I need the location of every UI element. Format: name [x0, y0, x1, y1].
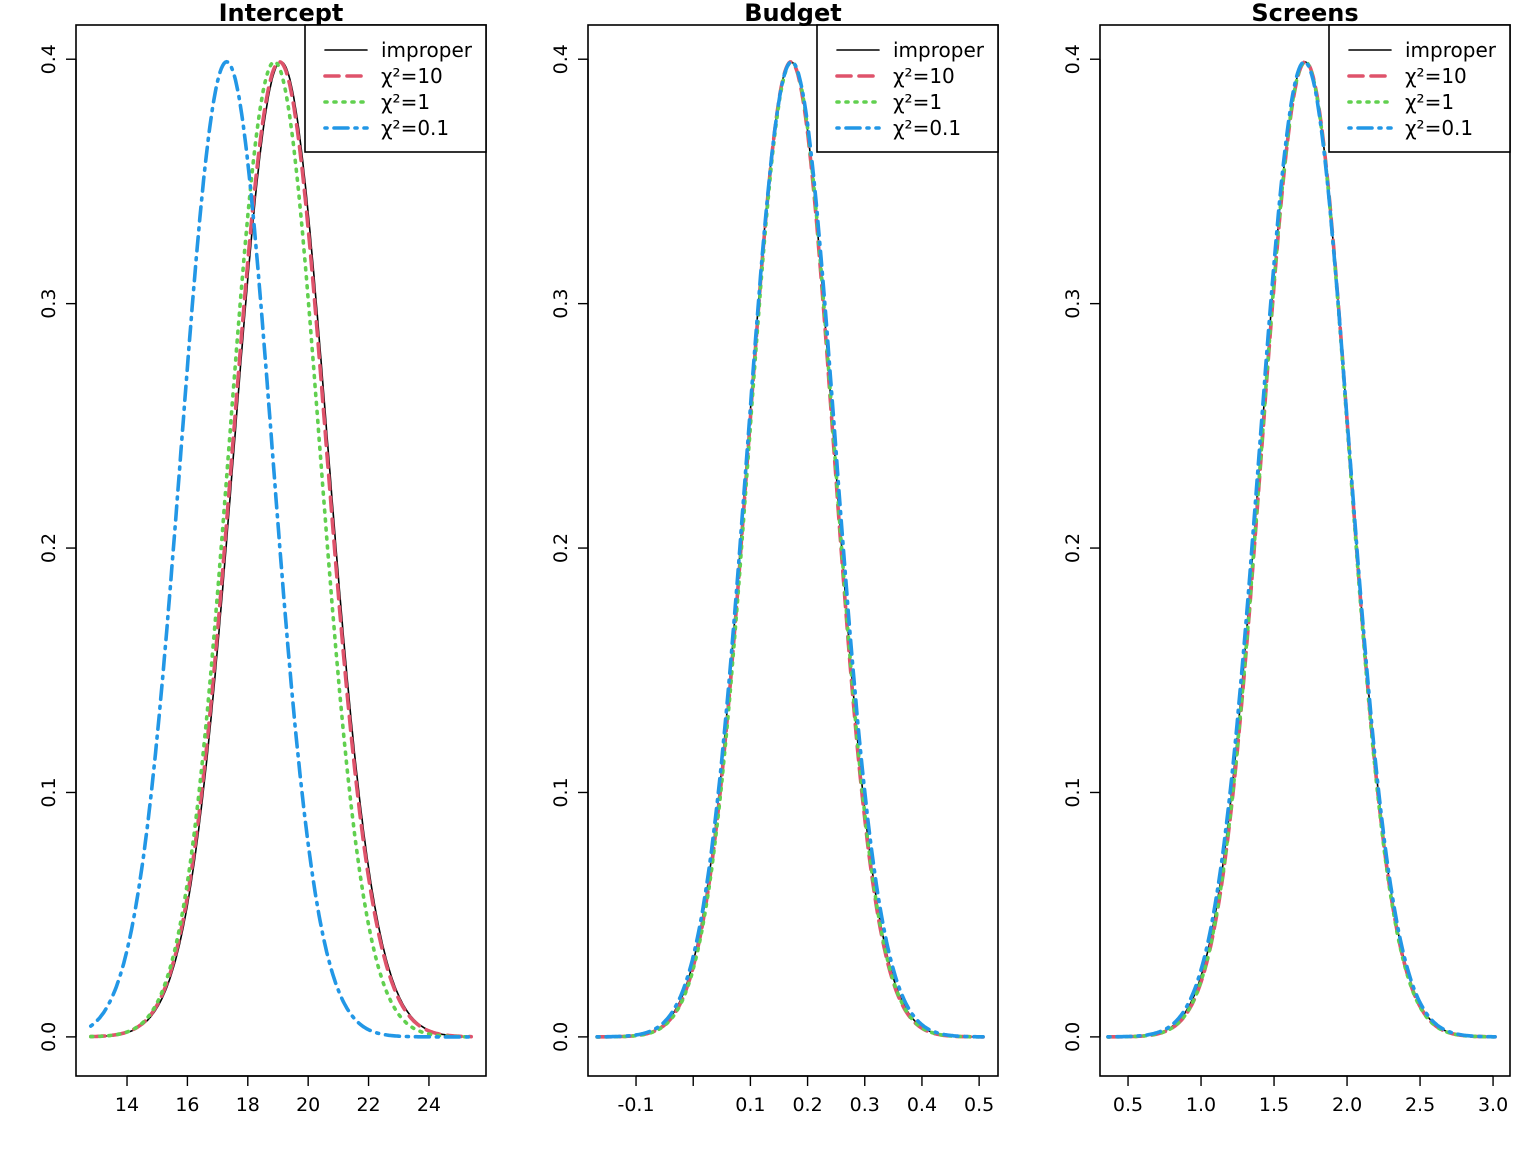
plot-frame — [1099, 24, 1511, 1077]
x-tick-label: 0.5 — [1113, 1094, 1143, 1116]
x-tick-label: 3.0 — [1478, 1094, 1508, 1116]
y-tick-label: 0.1 — [38, 777, 60, 807]
x-tick-label: 20 — [296, 1094, 320, 1116]
series-line-2 — [595, 59, 985, 1039]
legend-label: χ²=0.1 — [893, 116, 961, 140]
y-tick-label: 0.1 — [550, 777, 572, 807]
plot-frame — [75, 24, 487, 1077]
y-tick-label: 0.3 — [550, 289, 572, 319]
x-tick-label: 18 — [236, 1094, 260, 1116]
legend-label: χ²=10 — [893, 64, 955, 88]
y-tick-label: 0.1 — [1062, 777, 1084, 807]
x-tick-label: 0.2 — [792, 1094, 822, 1116]
y-tick-label: 0.2 — [1062, 533, 1084, 563]
y-tick-label: 0.2 — [38, 533, 60, 563]
panel-screens: Screens 0.5 1.0 1.5 2.0 2.5 3.0 0.0 0.1 0.2 0.3 0.4… — [1062, 0, 1511, 1116]
legend-label: improper — [381, 38, 473, 62]
series-line-3 — [89, 59, 473, 1039]
series-line-3 — [595, 59, 985, 1039]
y-tick-label: 0.3 — [1062, 289, 1084, 319]
x-tick-label: 22 — [356, 1094, 380, 1116]
x-tick-label: 0.5 — [964, 1094, 994, 1116]
x-tick-label: 0.1 — [735, 1094, 765, 1116]
chart-title: Intercept — [219, 0, 344, 27]
legend-label: χ²=1 — [381, 90, 430, 114]
panel-budget: Budget -0.1 0.1 0.2 0.3 0.4 0.5 0.0 0.1 0.2 0.3 0.4… — [550, 0, 999, 1116]
legend-label: χ²=1 — [893, 90, 942, 114]
x-tick-label: 0.3 — [850, 1094, 880, 1116]
panel-intercept: Intercept 14 16 18 20 22 24 0.0 0.1 0.2 0.3 0.4 impr… — [38, 0, 487, 1116]
x-tick-label: -0.1 — [617, 1094, 654, 1116]
x-tick-label: 2.0 — [1332, 1094, 1362, 1116]
legend-label: χ²=1 — [1405, 90, 1454, 114]
series-line-3 — [1106, 59, 1497, 1039]
legend-label: χ²=0.1 — [1405, 116, 1473, 140]
x-tick-label: 14 — [115, 1094, 139, 1116]
legend-box — [304, 24, 487, 153]
y-tick-label: 0.0 — [550, 1022, 572, 1052]
x-tick-label: 24 — [417, 1094, 441, 1116]
x-tick-label: 2.5 — [1405, 1094, 1435, 1116]
legend-box — [816, 24, 999, 153]
series-line-1 — [89, 59, 473, 1039]
chart-title: Screens — [1251, 0, 1358, 27]
x-tick-label: 16 — [175, 1094, 199, 1116]
y-tick-label: 0.0 — [1062, 1022, 1084, 1052]
y-tick-label: 0.3 — [38, 289, 60, 319]
y-tick-label: 0.0 — [38, 1022, 60, 1052]
series-line-0 — [596, 61, 984, 1038]
y-tick-label: 0.4 — [38, 44, 60, 74]
y-tick-label: 0.4 — [1062, 44, 1084, 74]
plot-frame — [587, 24, 999, 1077]
series-line-0 — [90, 60, 472, 1038]
series-line-0 — [1107, 61, 1496, 1038]
y-tick-label: 0.2 — [550, 533, 572, 563]
y-tick-label: 0.4 — [550, 44, 572, 74]
legend-box — [1328, 24, 1511, 153]
series-line-2 — [89, 59, 473, 1039]
x-tick-label: 1.5 — [1259, 1094, 1289, 1116]
series-line-1 — [595, 60, 985, 1039]
chart-title: Budget — [744, 0, 842, 27]
series-line-1 — [1106, 59, 1497, 1039]
legend-label: improper — [1405, 38, 1497, 62]
series-line-2 — [1106, 59, 1497, 1039]
legend-label: χ²=10 — [381, 64, 443, 88]
legend-label: χ²=0.1 — [381, 116, 449, 140]
legend-label: χ²=10 — [1405, 64, 1467, 88]
legend-label: improper — [893, 38, 985, 62]
x-tick-label: 1.0 — [1186, 1094, 1216, 1116]
x-tick-label: 0.4 — [907, 1094, 937, 1116]
